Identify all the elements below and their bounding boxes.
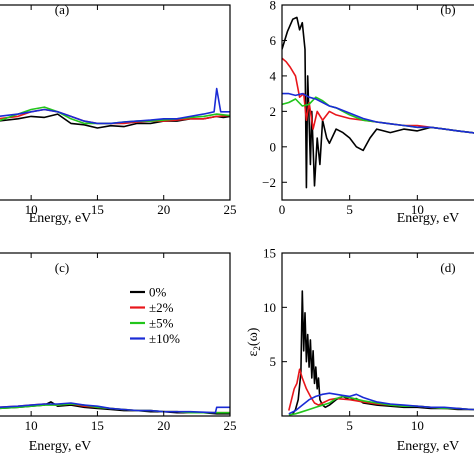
axes-frame [0, 4, 231, 201]
panel-d: 5 10 5 10 15 (d) Energy, eV ε2(ω) [246, 246, 474, 454]
x-tick-label: 15 [91, 418, 104, 433]
x-tick-label: 20 [157, 418, 170, 433]
x-tick-label: 10 [411, 202, 424, 217]
series-line-10-pct [288, 392, 474, 415]
series-line-5-pct [288, 395, 474, 416]
y-tick-label: 6 [270, 33, 277, 48]
panel-c: 10 15 20 25 (c) Energy, eV [0, 252, 237, 454]
x-axis-label: Energy, eV [397, 211, 460, 226]
x-tick-label: 25 [224, 202, 237, 217]
legend-label: ±5% [149, 316, 174, 331]
series-group [0, 87, 230, 129]
legend-label: ±10% [149, 331, 180, 346]
y-tick-label: 10 [263, 300, 276, 315]
x-tick-label: 10 [411, 418, 424, 433]
panel-a: 10 15 20 25 (a) Energy, eV [0, 2, 237, 226]
y-tick-label: 2 [270, 104, 277, 119]
panel-label: (a) [55, 2, 69, 17]
axes-frame [281, 252, 474, 417]
x-tick-label: 5 [346, 418, 353, 433]
axes-frame [0, 252, 231, 417]
panel-label: (d) [440, 260, 455, 275]
series-line-10-pct [0, 402, 230, 414]
series-group [282, 16, 474, 189]
legend-label: ±2% [149, 300, 174, 315]
y-tick-label: 15 [263, 246, 276, 261]
legend: 0%±2%±5%±10% [130, 285, 180, 346]
x-axis-label: Energy, eV [29, 211, 92, 226]
panel-label: (b) [440, 2, 455, 17]
axes-frame [281, 4, 474, 201]
panel-label: (c) [55, 260, 69, 275]
x-tick-label: 10 [25, 202, 38, 217]
y-tick-label: 5 [270, 354, 277, 369]
series-line-0-pct [282, 16, 474, 189]
x-axis-label: Energy, eV [29, 439, 92, 454]
y-tick-label: 8 [270, 0, 277, 13]
x-tick-label: 5 [346, 202, 353, 217]
series-group [288, 290, 474, 416]
legend-label: 0% [149, 285, 167, 300]
x-axis-label: Energy, eV [397, 439, 460, 454]
x-tick-label: 25 [224, 418, 237, 433]
x-tick-label: 10 [25, 418, 38, 433]
series-line-10-pct [282, 92, 474, 134]
y-axis-label: ε2(ω) [246, 327, 262, 356]
x-tick-label: 15 [91, 202, 104, 217]
y-tick-label: 0 [270, 139, 277, 154]
x-tick-label: 20 [157, 202, 170, 217]
y-tick-label: 4 [270, 68, 277, 83]
y-tick-label: −2 [262, 175, 276, 190]
series-line-0-pct [292, 290, 474, 415]
series-group [0, 401, 230, 415]
series-line-10-pct [0, 87, 230, 125]
x-tick-label: 0 [279, 202, 286, 217]
